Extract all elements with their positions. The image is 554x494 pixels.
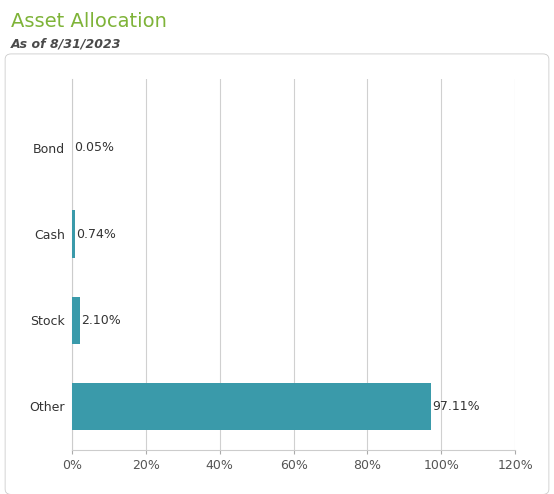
Bar xyxy=(72,296,80,344)
Text: 97.11%: 97.11% xyxy=(433,400,480,413)
Text: Asset Allocation: Asset Allocation xyxy=(11,12,167,31)
Text: 0.74%: 0.74% xyxy=(76,228,116,241)
Text: 0.05%: 0.05% xyxy=(74,141,114,155)
Bar xyxy=(72,210,75,258)
Text: As of 8/31/2023: As of 8/31/2023 xyxy=(11,37,121,50)
Text: 2.10%: 2.10% xyxy=(81,314,121,327)
Bar xyxy=(72,383,430,430)
